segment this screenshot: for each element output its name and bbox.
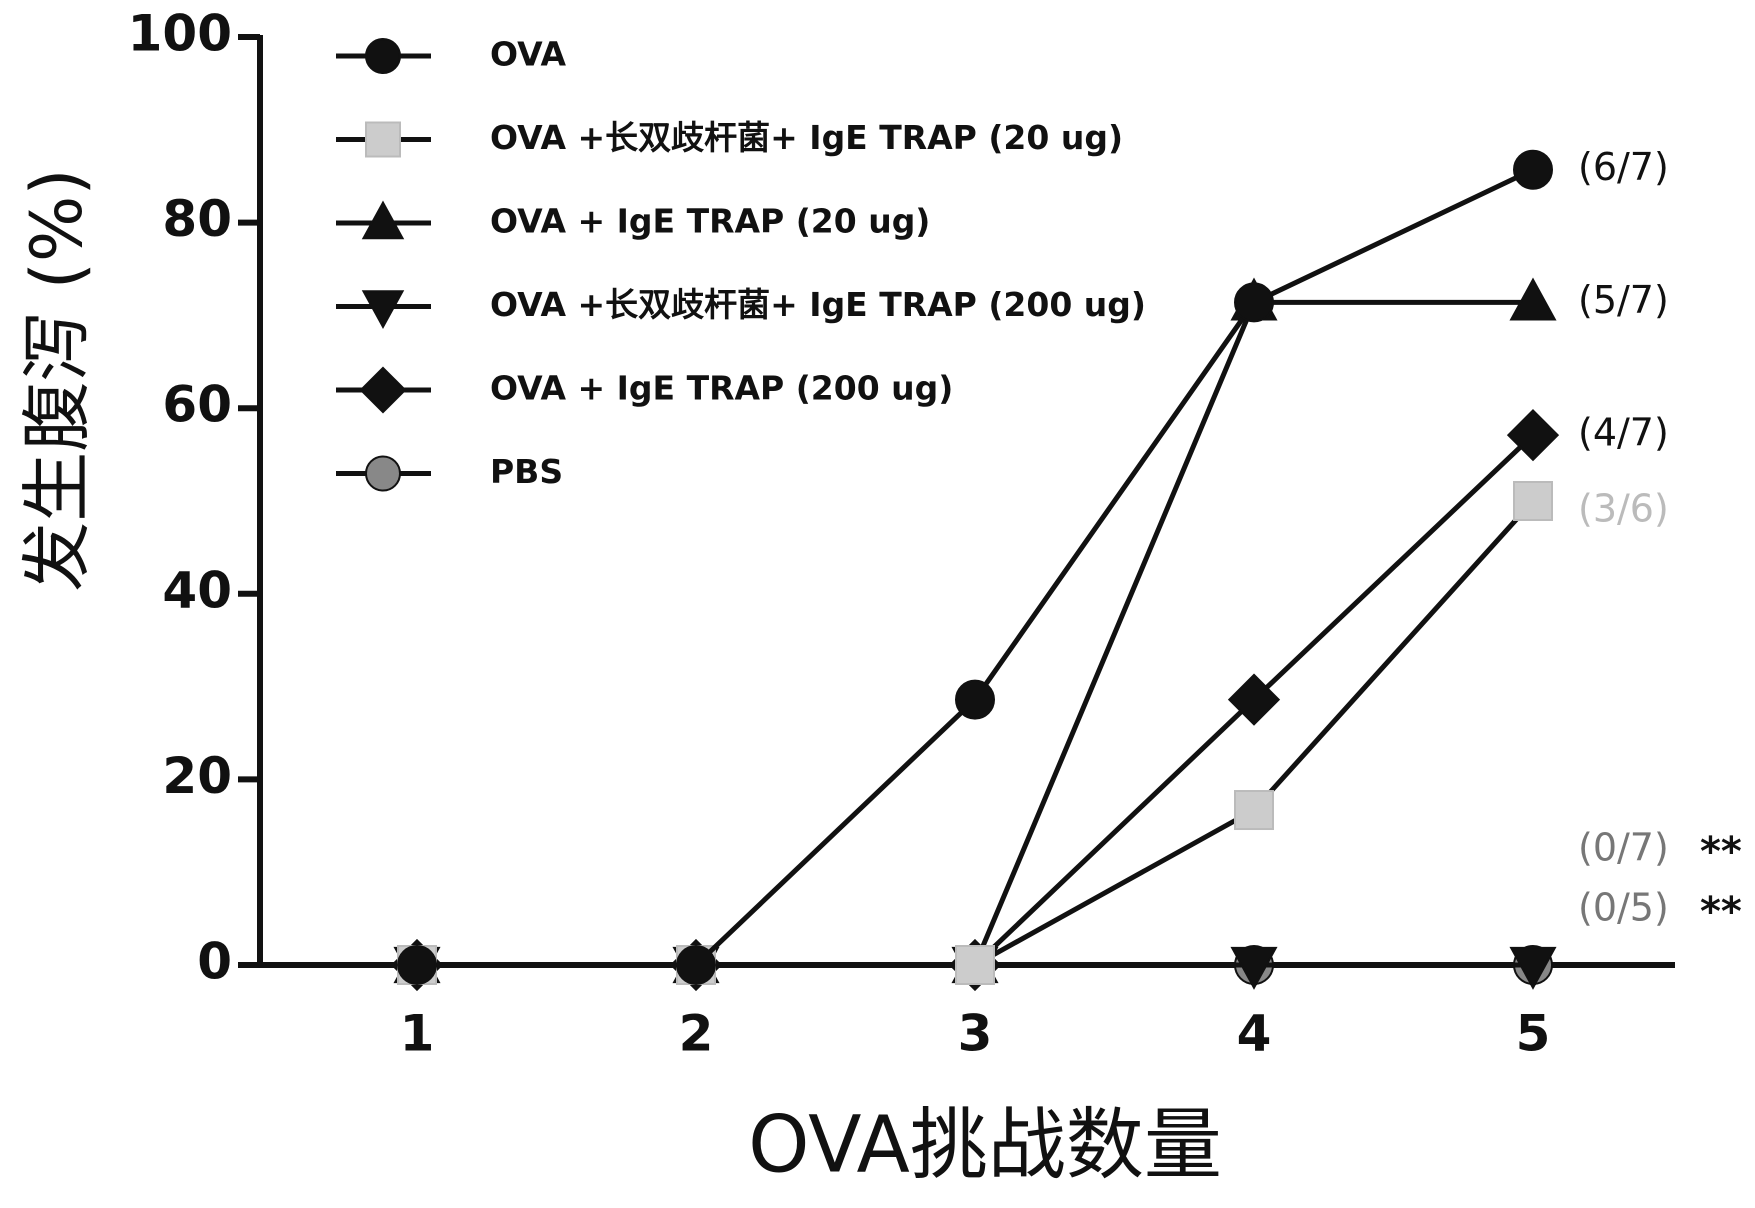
legend-label: PBS [490, 452, 563, 491]
series [397, 149, 1553, 985]
legend-label: OVA +长双歧杆菌+ IgE TRAP (20 ug) [490, 118, 1123, 157]
marker [1227, 673, 1281, 726]
marker [1513, 149, 1553, 190]
marker [1509, 277, 1557, 321]
annotation: (0/5) [1578, 886, 1669, 930]
annotation: (5/7) [1578, 278, 1669, 322]
marker [397, 945, 437, 985]
marker [1234, 282, 1274, 323]
marker [1509, 946, 1557, 990]
y-axis-title: 发生腹泻 (%) [16, 168, 98, 591]
x-tick-label: 4 [1237, 1005, 1272, 1063]
marker [955, 679, 995, 720]
annotation: (4/7) [1578, 411, 1669, 455]
x-axis-title: OVA挑战数量 [748, 1100, 1222, 1190]
x-tick-label: 1 [400, 1005, 435, 1063]
y-tick-label: 60 [162, 376, 232, 434]
x-tick-label: 5 [1516, 1005, 1551, 1063]
marker [1230, 946, 1278, 990]
marker [676, 945, 716, 985]
annotation: (3/6) [1578, 487, 1669, 531]
y-tick-label: 0 [197, 933, 232, 991]
series [397, 481, 1553, 985]
x-tick-label: 3 [958, 1005, 993, 1063]
significance: ** [1700, 889, 1742, 935]
marker [955, 945, 995, 985]
legend-label: OVA + IgE TRAP (200 ug) [490, 369, 953, 408]
y-tick-label: 20 [162, 747, 232, 805]
y-tick-label: 100 [128, 5, 232, 63]
marker [361, 290, 405, 329]
annotation: (0/7) [1578, 826, 1669, 870]
legend-label: OVA [490, 35, 566, 74]
legend-label: OVA + IgE TRAP (20 ug) [490, 202, 930, 241]
y-tick-label: 40 [162, 561, 232, 619]
y-tick-label: 80 [162, 190, 232, 248]
series-line [417, 499, 1535, 968]
marker [361, 200, 405, 240]
marker [359, 366, 407, 414]
marker [365, 455, 401, 492]
marker [1506, 408, 1560, 462]
x-tick-label: 2 [679, 1005, 714, 1063]
marker [1513, 481, 1553, 521]
marker [365, 38, 401, 74]
marker [365, 121, 401, 158]
legend-label: OVA +长双歧杆菌+ IgE TRAP (200 ug) [490, 285, 1146, 324]
marker [1234, 790, 1274, 831]
significance: ** [1700, 829, 1742, 875]
annotation: (6/7) [1578, 145, 1669, 189]
